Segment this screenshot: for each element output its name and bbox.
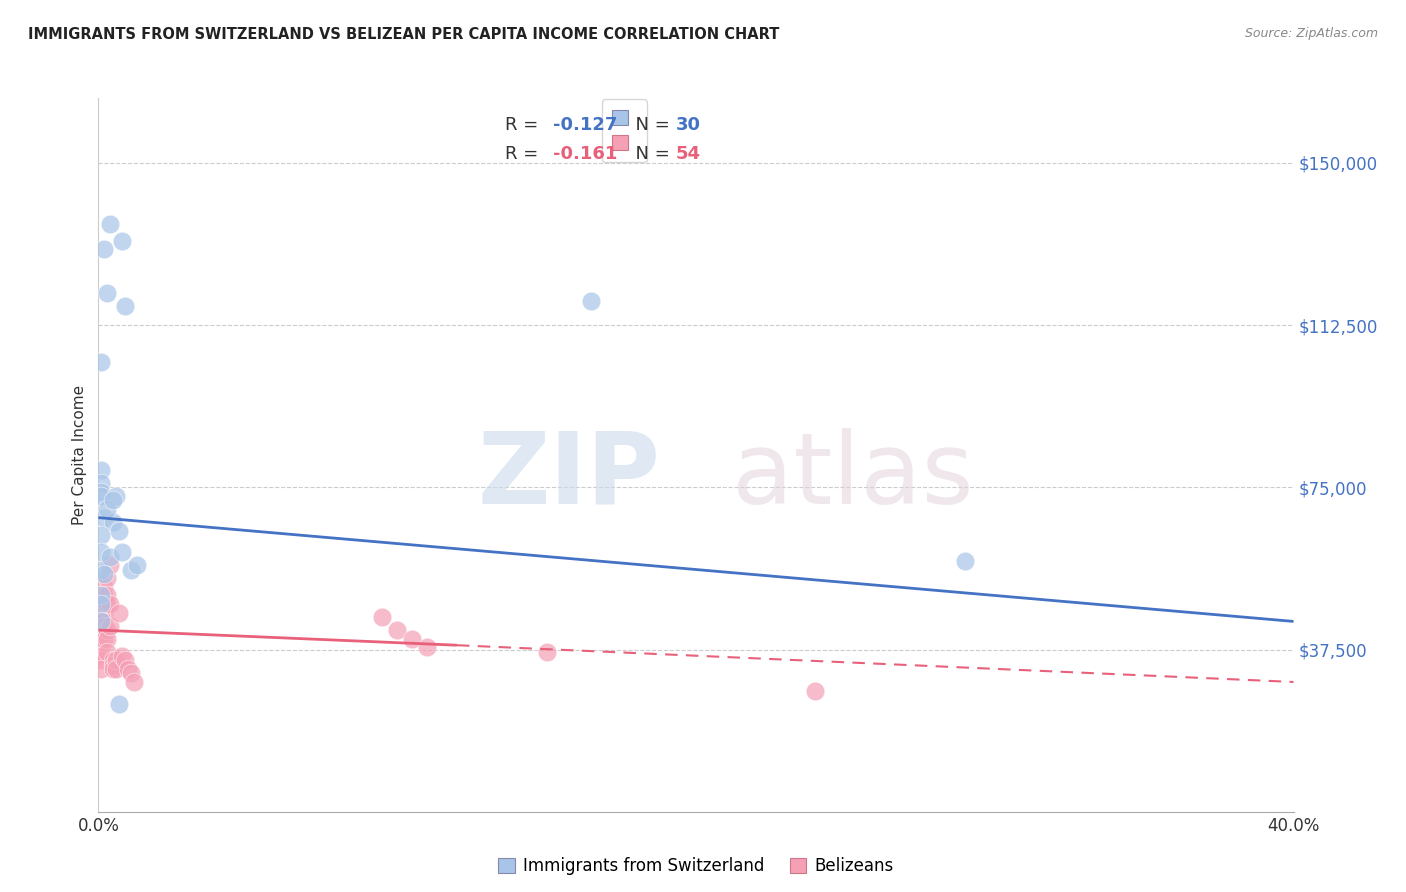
Point bbox=[90, 648, 112, 663]
Point bbox=[96, 623, 118, 637]
Point bbox=[90, 589, 112, 603]
Point bbox=[90, 636, 112, 650]
Point bbox=[90, 632, 112, 646]
Point bbox=[953, 554, 976, 568]
Point bbox=[103, 653, 125, 667]
Point bbox=[103, 515, 125, 529]
Point bbox=[90, 636, 112, 650]
Point bbox=[804, 683, 827, 698]
Point bbox=[98, 549, 122, 564]
Point bbox=[111, 234, 134, 248]
Point bbox=[90, 597, 112, 611]
Text: atlas: atlas bbox=[733, 428, 973, 524]
Text: 30: 30 bbox=[676, 116, 700, 134]
Point bbox=[90, 601, 112, 615]
Point bbox=[114, 653, 136, 667]
Point bbox=[103, 657, 125, 672]
Point bbox=[98, 217, 122, 231]
Point bbox=[416, 640, 439, 655]
Point bbox=[96, 645, 118, 659]
Point bbox=[98, 619, 122, 633]
Text: -0.161: -0.161 bbox=[553, 145, 617, 162]
Point bbox=[90, 489, 112, 503]
Point bbox=[90, 623, 112, 637]
Point bbox=[90, 476, 112, 491]
Legend: Immigrants from Switzerland, Belizeans: Immigrants from Switzerland, Belizeans bbox=[492, 851, 900, 882]
Point bbox=[90, 619, 112, 633]
Point bbox=[93, 243, 115, 257]
Point bbox=[90, 606, 112, 620]
Point bbox=[96, 502, 118, 516]
Point bbox=[124, 675, 146, 690]
Text: -0.127: -0.127 bbox=[553, 116, 617, 134]
Point bbox=[90, 597, 112, 611]
Point bbox=[105, 653, 128, 667]
Point bbox=[98, 558, 122, 573]
Point bbox=[90, 615, 112, 629]
Point bbox=[111, 545, 134, 559]
Point bbox=[108, 524, 131, 538]
Point bbox=[96, 589, 118, 603]
Point bbox=[90, 528, 112, 542]
Point bbox=[93, 566, 115, 581]
Point bbox=[93, 619, 115, 633]
Point bbox=[90, 640, 112, 655]
Y-axis label: Per Capita Income: Per Capita Income bbox=[72, 384, 87, 525]
Point bbox=[90, 632, 112, 646]
Point bbox=[93, 606, 115, 620]
Point bbox=[93, 597, 115, 611]
Point bbox=[536, 645, 558, 659]
Text: 54: 54 bbox=[676, 145, 700, 162]
Point bbox=[90, 645, 112, 659]
Point bbox=[90, 627, 112, 641]
Point bbox=[90, 645, 112, 659]
Point bbox=[90, 463, 112, 477]
Point bbox=[90, 355, 112, 369]
Point bbox=[120, 562, 142, 576]
Point bbox=[103, 493, 125, 508]
Point bbox=[103, 662, 125, 676]
Point bbox=[111, 648, 134, 663]
Point bbox=[93, 510, 115, 524]
Point bbox=[96, 632, 118, 646]
Point bbox=[90, 545, 112, 559]
Point bbox=[96, 597, 118, 611]
Point bbox=[105, 662, 128, 676]
Point bbox=[117, 662, 139, 676]
Point bbox=[127, 558, 149, 573]
Text: R =: R = bbox=[505, 145, 544, 162]
Point bbox=[114, 299, 136, 313]
Point bbox=[371, 610, 394, 624]
Point bbox=[93, 632, 115, 646]
Text: N =: N = bbox=[624, 145, 676, 162]
Point bbox=[90, 484, 112, 499]
Text: R =: R = bbox=[505, 116, 544, 134]
Point bbox=[90, 623, 112, 637]
Text: ZIP: ZIP bbox=[477, 428, 661, 524]
Point bbox=[401, 632, 423, 646]
Point bbox=[581, 294, 603, 309]
Point bbox=[105, 489, 128, 503]
Point bbox=[90, 562, 112, 576]
Point bbox=[90, 640, 112, 655]
Text: IMMIGRANTS FROM SWITZERLAND VS BELIZEAN PER CAPITA INCOME CORRELATION CHART: IMMIGRANTS FROM SWITZERLAND VS BELIZEAN … bbox=[28, 27, 779, 42]
Point bbox=[93, 615, 115, 629]
Point bbox=[90, 615, 112, 629]
Point bbox=[120, 666, 142, 681]
Point bbox=[90, 610, 112, 624]
Point bbox=[96, 571, 118, 585]
Point bbox=[93, 589, 115, 603]
Point bbox=[90, 662, 112, 676]
Point bbox=[90, 653, 112, 667]
Point bbox=[96, 285, 118, 300]
Text: N =: N = bbox=[624, 116, 676, 134]
Point bbox=[90, 589, 112, 603]
Point bbox=[93, 580, 115, 594]
Text: Source: ZipAtlas.com: Source: ZipAtlas.com bbox=[1244, 27, 1378, 40]
Point bbox=[108, 606, 131, 620]
Point bbox=[385, 623, 409, 637]
Point bbox=[108, 697, 131, 711]
Point bbox=[98, 597, 122, 611]
